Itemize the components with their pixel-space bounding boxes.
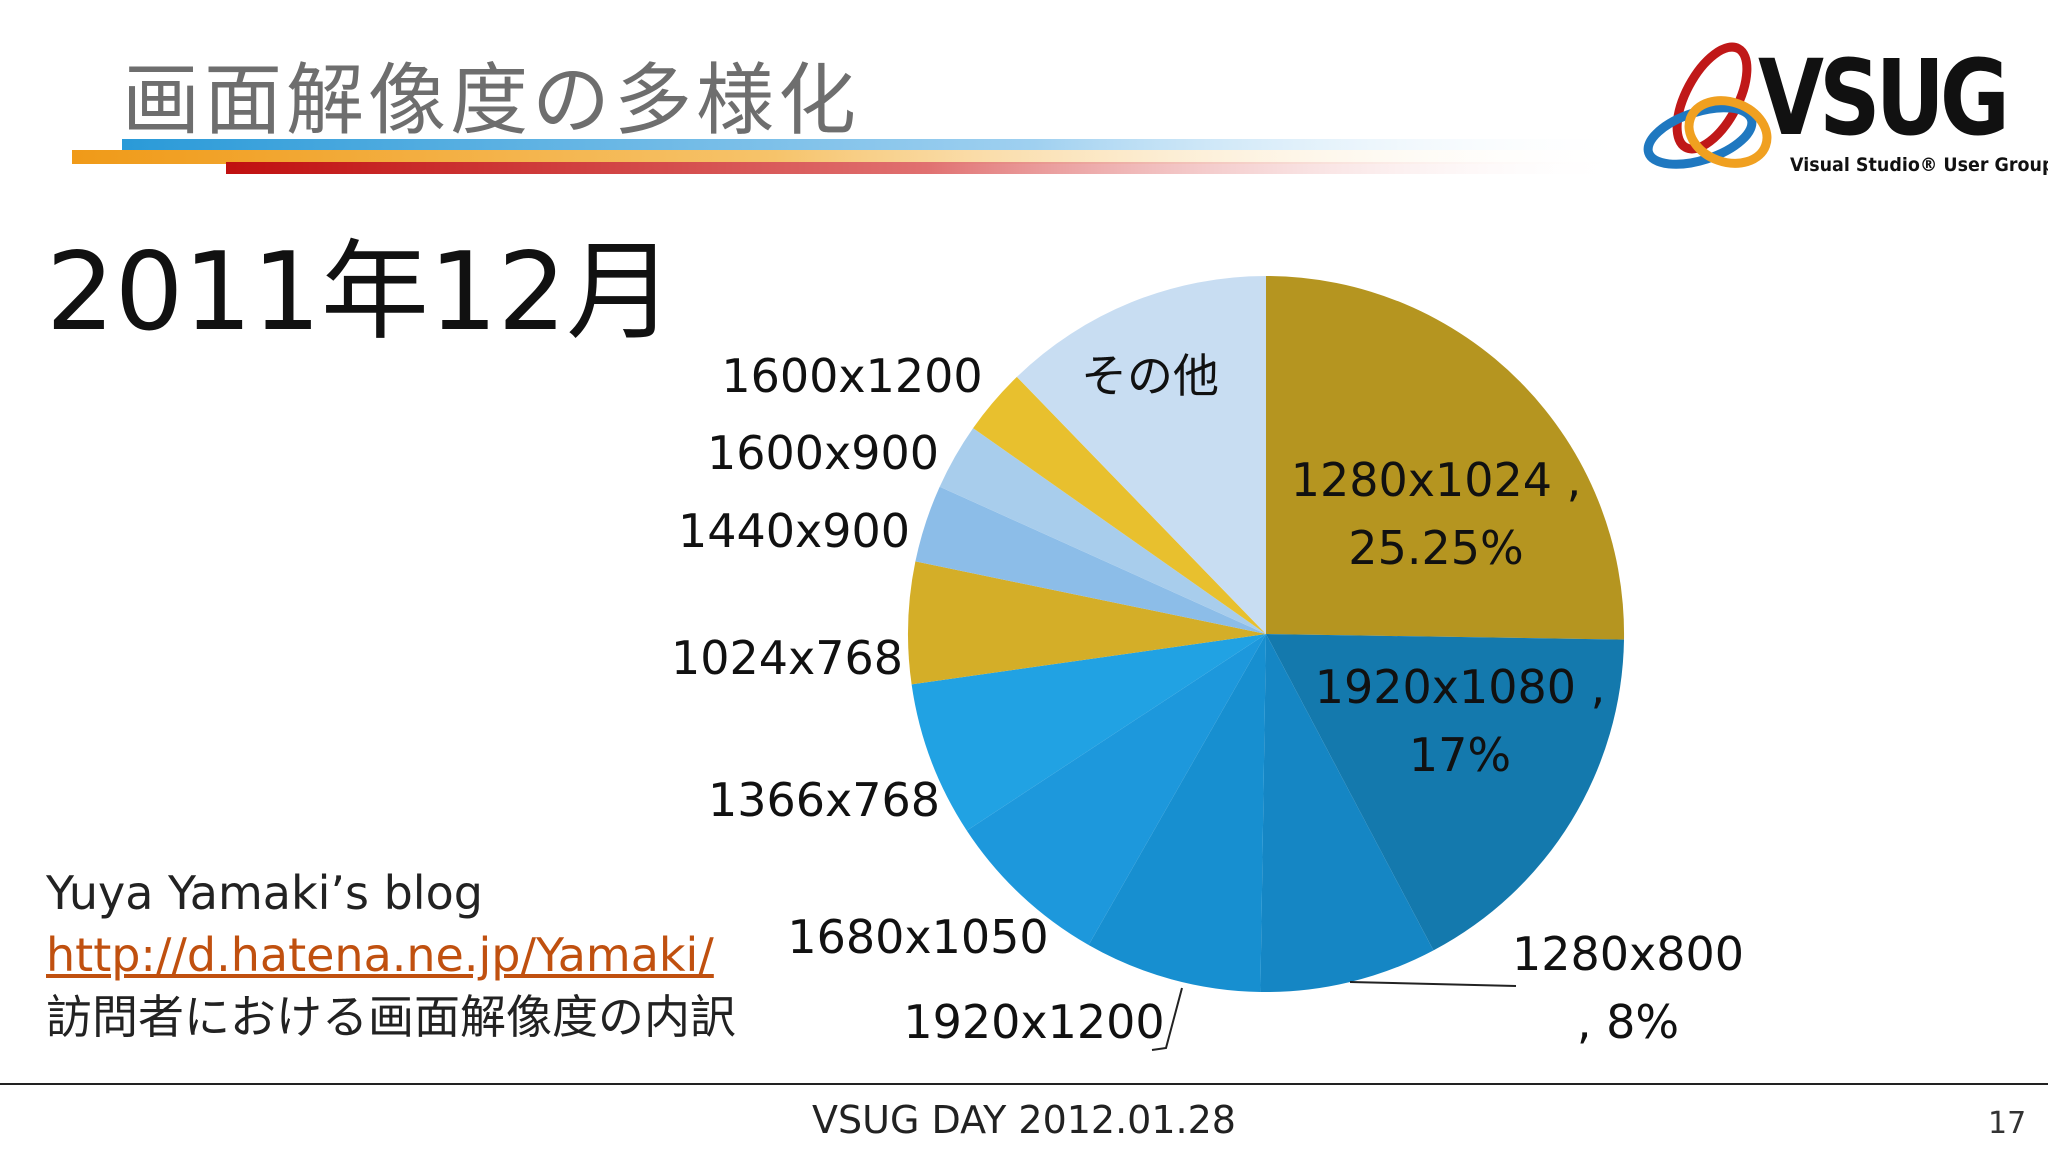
source-block: Yuya Yamaki’s blog http://d.hatena.ne.jp… (46, 862, 736, 1048)
source-caption: 訪問者における画面解像度の内訳 (46, 990, 736, 1044)
pie-slice-1280x800 (1260, 634, 1434, 993)
slice-label-1600x900: 1600x900 (707, 426, 939, 480)
source-author: Yuya Yamaki’s blog (46, 866, 483, 920)
slice-label-1920x1080: 1920x1080 , (1315, 660, 1606, 714)
logo-tagline: Visual Studio® User Group. (1790, 154, 2048, 176)
pie-slice-1600x1200 (973, 376, 1266, 634)
slice-value-1280x1024: 25.25% (1348, 521, 1523, 575)
slice-label-1600x1200: 1600x1200 (721, 349, 982, 403)
pie-slice-1024x768 (908, 561, 1266, 685)
footer-event: VSUG DAY 2012.01.28 (812, 1098, 1236, 1142)
pie-slice-1440x900 (915, 486, 1266, 634)
slice-label-1366x768: 1366x768 (708, 773, 940, 827)
title-bar-blue (122, 139, 1642, 150)
title-bar-orange (72, 150, 1632, 164)
pie-slice-1920x1200 (1088, 634, 1266, 992)
slice-label-1280x1024: 1280x1024 , (1291, 453, 1582, 507)
slice-label-1920x1200: 1920x1200 (903, 995, 1164, 1049)
page-number: 17 (1988, 1106, 2027, 1141)
slice-value-1920x1080: 17% (1409, 728, 1511, 782)
slice-label-1440x900: 1440x900 (678, 504, 910, 558)
slice-label-1680x1050: 1680x1050 (787, 910, 1048, 964)
leader-line-1920x1200 (1151, 987, 1183, 1051)
slice-label-1280x800: 1280x800 (1512, 927, 1744, 981)
title-underline-bars (72, 139, 1642, 174)
pie-slice-1280x1024 (1266, 276, 1625, 640)
slide-title: 画面解像度の多様化 (122, 56, 861, 146)
title-bar-red (226, 162, 1626, 174)
vsug-rings-logo-icon (1643, 42, 1772, 169)
leader-line-1280x800 (1349, 981, 1517, 987)
pie-slice-1680x1050 (966, 634, 1266, 945)
slice-value-1280x800: , 8% (1577, 995, 1679, 1049)
vsug-logo: VSUG Visual Studio® User Group. (1640, 36, 2048, 186)
source-link[interactable]: http://d.hatena.ne.jp/Yamaki/ (46, 928, 714, 982)
pie-slice-その他 (1016, 276, 1266, 634)
slice-label-その他: その他 (1081, 349, 1219, 403)
chart-period-heading: 2011年12月 (46, 230, 675, 355)
slice-label-1024x768: 1024x768 (671, 631, 903, 685)
pie-slice-1366x768 (911, 634, 1266, 831)
pie-slice-1600x900 (939, 428, 1266, 634)
pie-slice-1920x1080 (1266, 634, 1624, 951)
logo-wordmark: VSUG (1758, 37, 2010, 159)
footer-divider (0, 1083, 2048, 1085)
